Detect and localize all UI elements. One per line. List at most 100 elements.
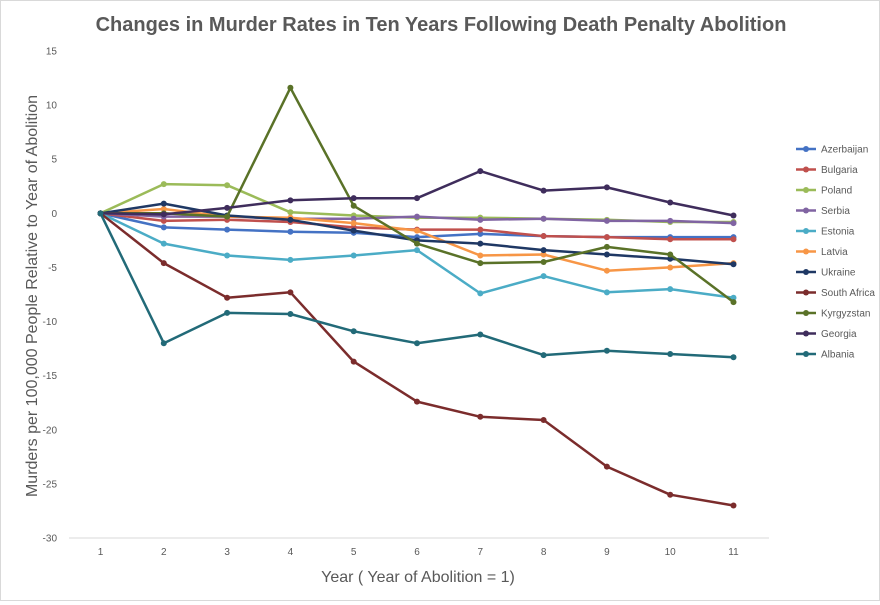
- series-georgia: [97, 168, 737, 219]
- data-point: [667, 255, 674, 262]
- data-point: [540, 259, 547, 266]
- legend-marker: [803, 330, 809, 337]
- data-point: [667, 264, 674, 271]
- data-point: [414, 398, 420, 405]
- data-point: [160, 211, 167, 218]
- data-point: [414, 340, 420, 347]
- data-point: [730, 261, 737, 268]
- data-point: [224, 226, 231, 233]
- data-point: [287, 216, 294, 223]
- x-tick-label: 1: [98, 547, 104, 558]
- x-tick-label: 10: [665, 547, 677, 558]
- legend-marker: [803, 310, 809, 316]
- data-point: [224, 309, 231, 316]
- data-point: [414, 195, 420, 202]
- data-point: [287, 256, 294, 263]
- data-point: [540, 215, 547, 222]
- data-point: [414, 227, 420, 234]
- x-tick-label: 11: [728, 547, 739, 558]
- data-point: [160, 260, 167, 267]
- data-point: [603, 267, 610, 274]
- legend-marker: [803, 289, 809, 296]
- x-tick-label: 8: [541, 547, 547, 558]
- y-axis-title: Murders per 100,000 People Relative to Y…: [24, 95, 41, 497]
- data-point: [414, 213, 420, 220]
- y-tick-label: 15: [46, 47, 58, 58]
- y-tick-label: -10: [43, 317, 58, 328]
- x-tick-label: 9: [604, 547, 610, 558]
- data-point: [160, 340, 167, 347]
- y-tick-label: -25: [43, 479, 58, 490]
- legend-label: Georgia: [821, 329, 857, 340]
- data-point: [160, 217, 167, 224]
- legend-item: Poland: [796, 186, 852, 197]
- data-point: [287, 228, 294, 235]
- data-point: [603, 463, 610, 470]
- series-south-africa: [97, 210, 737, 509]
- data-point: [477, 168, 484, 175]
- data-point: [730, 220, 737, 227]
- data-point: [160, 206, 167, 213]
- legend-marker: [803, 146, 809, 152]
- legend-label: Estonia: [821, 227, 855, 238]
- x-axis-title: Year ( Year of Abolition = 1): [321, 569, 515, 586]
- data-point: [603, 251, 610, 258]
- data-point: [160, 224, 167, 231]
- data-point: [730, 502, 737, 509]
- data-point: [350, 328, 357, 335]
- y-tick-label: 5: [51, 155, 57, 166]
- data-point: [287, 197, 294, 204]
- data-point: [477, 413, 484, 420]
- data-point: [667, 491, 674, 498]
- data-point: [477, 331, 484, 338]
- data-point: [603, 234, 610, 241]
- data-point: [540, 187, 547, 194]
- data-point: [350, 252, 357, 259]
- series-albania: [97, 210, 737, 361]
- y-tick-label: -30: [43, 534, 58, 545]
- data-point: [414, 240, 420, 247]
- y-tick-label: -20: [43, 425, 58, 436]
- data-point: [477, 216, 484, 223]
- data-point: [350, 202, 357, 209]
- x-tick-label: 4: [288, 547, 294, 558]
- y-tick-label: 0: [51, 209, 57, 220]
- data-point: [224, 252, 231, 259]
- legend-marker: [803, 166, 809, 173]
- legend-item: South Africa: [796, 288, 875, 299]
- data-point: [477, 230, 484, 237]
- x-tick-label: 5: [351, 547, 357, 558]
- data-point: [667, 286, 674, 293]
- data-point: [224, 213, 231, 220]
- data-point: [477, 226, 484, 233]
- data-point: [730, 354, 737, 361]
- data-point: [540, 247, 547, 254]
- legend-label: Bulgaria: [821, 165, 858, 176]
- legend-label: Latvia: [821, 247, 848, 258]
- x-tick-label: 2: [161, 547, 167, 558]
- legend-item: Bulgaria: [796, 165, 858, 176]
- data-point: [350, 227, 357, 234]
- data-point: [667, 251, 674, 258]
- data-point: [540, 251, 547, 258]
- x-axis-ticks: 1 2 3 4 5 6 7 8 9 10 11: [98, 547, 739, 558]
- data-point: [730, 212, 737, 219]
- y-tick-label: -5: [48, 263, 57, 274]
- legend-label: Azerbaijan: [821, 145, 868, 156]
- data-point: [224, 182, 231, 189]
- legend-item: Ukraine: [796, 268, 856, 279]
- data-point: [540, 233, 547, 240]
- series-layer: [97, 84, 737, 509]
- legend-label: Albania: [821, 350, 855, 361]
- data-point: [287, 84, 294, 91]
- chart-title: Changes in Murder Rates in Ten Years Fol…: [96, 14, 787, 36]
- data-point: [477, 240, 484, 247]
- legend-marker: [803, 207, 809, 214]
- legend-marker: [803, 228, 809, 234]
- legend-marker: [803, 351, 809, 357]
- data-point: [603, 217, 610, 224]
- data-point: [160, 200, 167, 207]
- data-point: [730, 236, 737, 243]
- data-point: [667, 217, 674, 224]
